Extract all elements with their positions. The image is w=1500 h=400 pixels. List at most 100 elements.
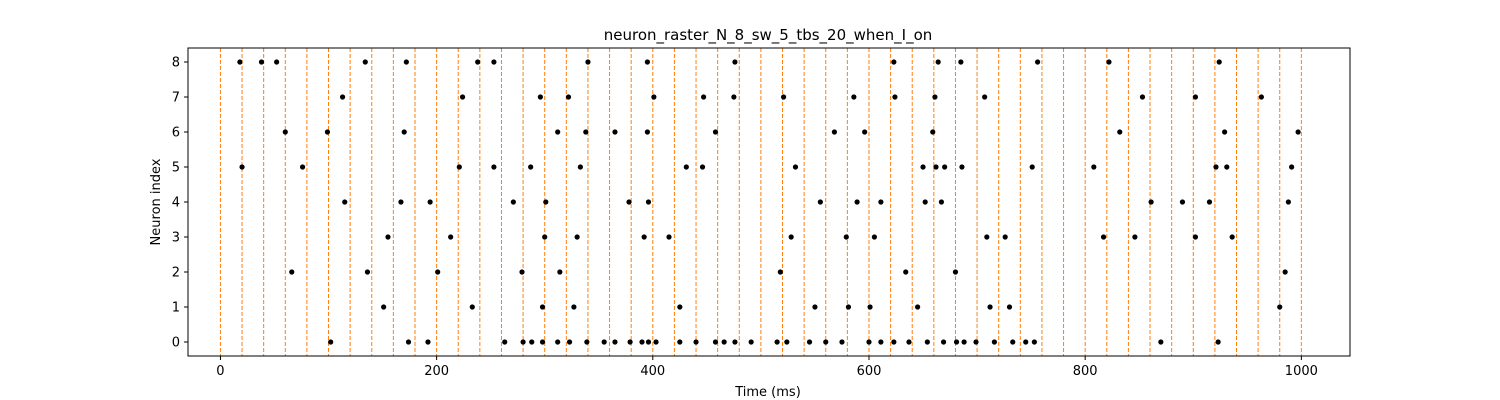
spike-point [1295,129,1301,135]
spike-point [339,94,346,100]
spike-point [1158,339,1164,345]
spike-point [712,339,719,345]
spike-point [627,339,633,345]
spike-point [1139,94,1146,100]
spike-point [639,339,645,345]
spike-point [539,339,546,345]
spike-point [519,269,525,275]
spike-point [435,269,441,275]
x-tick-label: 200 [424,364,449,379]
spike-point [1179,199,1186,205]
spike-point [1258,94,1264,100]
y-tick-label: 3 [172,231,180,246]
spike-point [1222,129,1228,135]
spike-point [843,234,849,240]
spike-point [584,339,590,345]
spike-point [892,94,898,100]
y-tick-label: 7 [172,91,180,106]
y-tick-label: 6 [172,126,180,141]
spike-point [959,164,965,170]
spike-point [537,94,543,100]
spike-point [831,129,837,135]
axis-ticks-layer: 0 200 400 600 800 1000 0 1 2 3 4 5 6 7 8 [172,56,1318,380]
spike-point [1132,234,1138,240]
spike-point [601,339,607,345]
spike-point [645,199,652,205]
x-tick-label: 400 [640,364,665,379]
spike-point [577,164,583,170]
spike-point [1224,164,1230,170]
spike-point [701,94,707,100]
spike-point [1277,304,1283,310]
spike-point [932,94,938,100]
spike-point [693,339,699,345]
spike-point [788,234,794,240]
spike-point [585,59,591,65]
spike-point [845,304,852,310]
spike-point [529,339,535,345]
spike-point [1285,199,1291,205]
spike-point [520,339,526,345]
spike-point [456,164,462,170]
spike-point [324,129,331,135]
spike-point [583,129,589,135]
spike-point [862,129,868,135]
spike-point [699,164,706,170]
spike-point [940,339,947,345]
spike-point [812,304,818,310]
spike-point [555,339,561,345]
spike-point [1100,234,1107,240]
spike-point [1192,94,1199,100]
spike-point [991,339,997,345]
spike-point [891,59,897,65]
spike-point [721,339,727,345]
spike-point [289,269,295,275]
spike-point [683,164,689,170]
spike-point [817,199,823,205]
spike-point [942,164,948,170]
spike-point [866,339,872,345]
spike-point [653,339,659,345]
spike-point [510,199,516,205]
spike-point [491,59,497,65]
spike-point [557,269,563,275]
spike-point [953,339,960,345]
spike-point [930,129,936,135]
x-axis-label: Time (ms) [734,385,801,400]
spike-point [539,304,546,310]
spike-point [958,59,964,65]
spike-point [987,304,993,310]
spike-point [1002,234,1008,240]
spike-point [469,304,475,310]
spike-point [1035,59,1041,65]
spike-point [973,339,979,345]
y-tick-label: 8 [172,56,180,71]
spike-point [1023,339,1029,345]
spike-point [528,164,534,170]
spike-point [574,234,580,240]
spike-point [1206,199,1213,205]
spike-point [922,199,928,205]
spike-point [566,339,573,345]
spike-point [851,94,857,100]
spike-point [398,199,404,205]
spike-point [732,339,738,345]
spike-point [984,234,990,240]
spike-point [961,339,967,345]
spike-point [1106,59,1112,65]
vline-layer [219,48,1302,356]
spike-point [1006,304,1013,310]
spike-point [641,234,647,240]
spike-point [502,339,508,345]
spike-point [1229,234,1235,240]
spike-point [381,304,387,310]
y-axis-label: Neuron index [149,158,164,245]
spike-point [748,339,754,345]
spike-point [385,234,391,240]
x-tick-label: 800 [1073,364,1098,379]
spike-point [1029,164,1035,170]
spike-point [806,339,813,345]
y-tick-label: 2 [172,266,180,281]
spike-point [780,94,787,100]
spike-point [924,339,930,345]
